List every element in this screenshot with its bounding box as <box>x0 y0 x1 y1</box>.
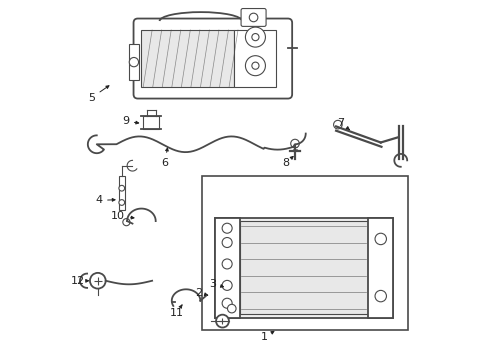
Circle shape <box>252 33 259 41</box>
Circle shape <box>249 13 258 22</box>
Circle shape <box>334 120 342 129</box>
Circle shape <box>245 27 266 47</box>
Bar <box>202 176 408 330</box>
Circle shape <box>291 139 299 148</box>
Circle shape <box>119 185 124 191</box>
Text: 12: 12 <box>71 276 89 286</box>
Text: 3: 3 <box>209 279 223 289</box>
Bar <box>143 116 159 129</box>
Circle shape <box>375 233 387 245</box>
Text: 7: 7 <box>337 118 349 130</box>
Text: 11: 11 <box>170 305 183 318</box>
Circle shape <box>129 58 139 67</box>
Circle shape <box>119 200 124 205</box>
Circle shape <box>222 280 232 291</box>
Text: 8: 8 <box>283 157 293 168</box>
Bar <box>119 176 124 210</box>
Text: 5: 5 <box>88 86 109 103</box>
Bar <box>368 217 393 318</box>
Text: 2: 2 <box>195 288 208 297</box>
Bar <box>240 221 368 314</box>
Circle shape <box>222 238 232 248</box>
Circle shape <box>90 273 106 289</box>
Circle shape <box>245 56 266 76</box>
Bar <box>129 44 139 80</box>
Circle shape <box>216 315 229 328</box>
Text: 10: 10 <box>111 211 134 221</box>
Bar <box>142 30 234 87</box>
Circle shape <box>123 219 130 226</box>
Circle shape <box>375 291 387 302</box>
Circle shape <box>227 304 236 313</box>
Text: 9: 9 <box>122 116 139 126</box>
Circle shape <box>222 298 232 308</box>
Circle shape <box>222 259 232 269</box>
FancyBboxPatch shape <box>241 9 266 26</box>
Bar <box>215 217 393 318</box>
Bar <box>234 30 276 87</box>
Bar <box>215 217 240 318</box>
Circle shape <box>222 223 232 233</box>
Text: 4: 4 <box>95 195 115 205</box>
Circle shape <box>252 62 259 69</box>
Text: 1: 1 <box>261 331 274 342</box>
Text: 6: 6 <box>161 148 168 168</box>
FancyBboxPatch shape <box>134 18 292 99</box>
